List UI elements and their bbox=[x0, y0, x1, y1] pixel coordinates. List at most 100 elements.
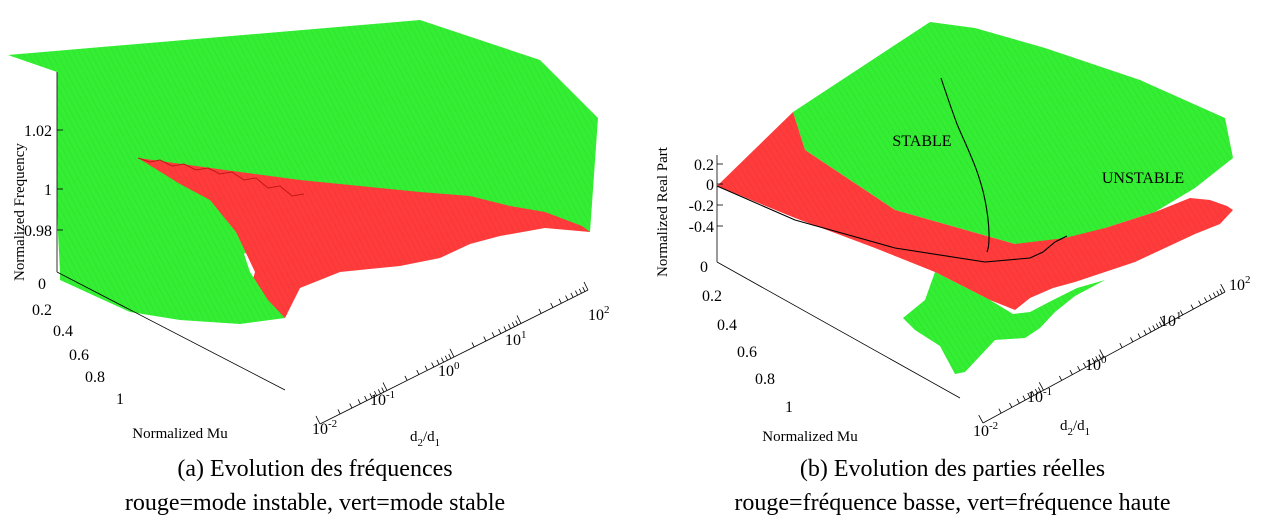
ratio-minor-tick bbox=[1212, 292, 1216, 298]
mu-tick-label: 0.2 bbox=[702, 288, 722, 305]
z-tick-label: 0 bbox=[706, 177, 714, 194]
ratio-minor-tick bbox=[349, 403, 353, 409]
chart-panel-a: 1.02 1 0.98 Normalized Frequency 0 0.2 0… bbox=[0, 0, 630, 529]
ratio-minor-tick bbox=[1083, 362, 1087, 368]
z-tick-label: -0.2 bbox=[689, 198, 714, 215]
z-axis-label-b: Normalized Real Part bbox=[655, 146, 671, 277]
z-tick-label: 0.2 bbox=[694, 157, 714, 174]
ratio-tick-label: 102 bbox=[588, 304, 610, 324]
stability-boundary-curve bbox=[716, 185, 1068, 263]
ratio-minor-tick bbox=[558, 298, 562, 304]
ratio-major-tick bbox=[315, 415, 321, 425]
ratio-minor-tick bbox=[578, 288, 582, 294]
ratio-minor-tick bbox=[503, 326, 507, 332]
caption-b-line1: (b) Evolution des parties réelles bbox=[799, 456, 1106, 482]
ratio-tick-label: 10-2 bbox=[973, 420, 998, 440]
ratio-major-tick bbox=[1159, 316, 1165, 325]
ratio-minor-tick bbox=[1095, 356, 1099, 361]
ratio-minor-tick bbox=[374, 391, 377, 396]
ratio-minor-tick bbox=[550, 302, 554, 308]
ratio-minor-tick bbox=[404, 375, 408, 381]
ratio-minor-tick bbox=[1009, 402, 1013, 408]
ratio-minor-tick bbox=[364, 395, 368, 401]
ratio-minor-tick bbox=[431, 362, 435, 368]
z-tick-label: 0.98 bbox=[24, 223, 52, 240]
ratio-tick-label: 100 bbox=[438, 360, 460, 380]
mu-tick-label: 0.6 bbox=[737, 344, 757, 361]
ratio-minor-tick bbox=[1152, 325, 1156, 331]
z-ticks-a: 1.02 1 0.98 bbox=[24, 123, 63, 240]
ratio-minor-tick bbox=[1158, 321, 1163, 327]
ratio-minor-tick bbox=[1087, 360, 1091, 365]
ratio-minor-tick bbox=[1119, 343, 1123, 348]
ratio-minor-tick bbox=[441, 357, 444, 363]
caption-b-line2: rouge=fréquence basse, vert=fréquence ha… bbox=[734, 490, 1171, 516]
ratio-minor-tick bbox=[1069, 370, 1073, 375]
ratio-minor-tick bbox=[448, 353, 452, 359]
mu-tick-label: 0.4 bbox=[717, 317, 737, 334]
ratio-minor-tick bbox=[1143, 330, 1147, 335]
ratio-minor-tick bbox=[1130, 337, 1134, 343]
z-axis-label-a: Normalized Frequency bbox=[12, 143, 28, 281]
ratio-minor-tick bbox=[1091, 357, 1095, 363]
mu-tick-label: 0.8 bbox=[755, 371, 775, 388]
ratio-minor-tick bbox=[1190, 304, 1194, 310]
ratio-minor-tick bbox=[1208, 294, 1212, 300]
ratio-minor-tick bbox=[1148, 327, 1152, 333]
ratio-minor-tick bbox=[1179, 310, 1184, 316]
ratio-minor-tick bbox=[337, 409, 341, 415]
ratio-minor-tick bbox=[1155, 323, 1159, 329]
ratio-minor-tick bbox=[483, 336, 487, 342]
ratio-minor-tick bbox=[444, 355, 448, 361]
ratio-tick-label: 102 bbox=[1229, 274, 1251, 294]
ratio-minor-tick bbox=[1077, 365, 1081, 371]
ratio-tick-label: 101 bbox=[1160, 310, 1182, 330]
mu-tick-label: 0 bbox=[700, 259, 708, 276]
ratio-minor-tick bbox=[1216, 290, 1220, 296]
ratio-tick-label: 10-1 bbox=[1027, 386, 1052, 406]
ratio-minor-tick bbox=[511, 322, 515, 327]
surface-plot-b: STABLE UNSTABLE 0.2 0 -0.2 -0.4 Normaliz… bbox=[655, 22, 1251, 445]
mu-tick-label: 0.2 bbox=[32, 302, 52, 319]
ratio-major-tick bbox=[449, 348, 455, 358]
mu-axis-label-a: Normalized Mu bbox=[132, 426, 228, 442]
ratio-minor-tick bbox=[1219, 288, 1223, 294]
ratio-minor-tick bbox=[998, 408, 1002, 414]
ratio-minor-tick bbox=[508, 324, 511, 329]
ratio-minor-tick bbox=[498, 328, 502, 334]
chart-panel-b: STABLE UNSTABLE 0.2 0 -0.2 -0.4 Normaliz… bbox=[635, 0, 1270, 529]
mu-axis-label-b: Normalized Mu bbox=[762, 429, 858, 445]
ratio-major-tick bbox=[583, 281, 589, 291]
ratio-minor-ticks-a bbox=[315, 281, 589, 425]
z-ticks-b: 0.2 0 -0.2 -0.4 bbox=[689, 157, 723, 236]
ratio-tick-labels-b: 10-2 10-1 100 101 102 bbox=[973, 274, 1251, 440]
ratio-minor-tick bbox=[416, 369, 420, 375]
mu-tick-label: 0 bbox=[38, 276, 46, 293]
ratio-tick-label: 101 bbox=[505, 329, 527, 349]
ratio-minor-tick bbox=[369, 393, 373, 399]
mu-tick-label: 1 bbox=[116, 391, 124, 408]
z-tick-label: 1 bbox=[44, 182, 52, 199]
ratio-minor-tick bbox=[1034, 388, 1038, 394]
ratio-axis-label-b: d2/d1 bbox=[1060, 418, 1090, 438]
mu-tick-label: 0.8 bbox=[85, 369, 105, 386]
ratio-minor-tick bbox=[1031, 390, 1035, 396]
ratio-minor-tick bbox=[1058, 375, 1063, 381]
ratio-minor-tick bbox=[570, 292, 574, 298]
ratio-minor-tick bbox=[582, 286, 586, 292]
ratio-minor-tick bbox=[471, 342, 475, 348]
ratio-major-tick bbox=[1038, 382, 1044, 391]
ratio-minor-tick bbox=[491, 332, 495, 338]
mu-axis-a bbox=[56, 271, 286, 391]
ratio-minor-tick bbox=[1027, 392, 1031, 398]
ratio-minor-tick bbox=[1037, 387, 1042, 392]
ratio-minor-tick bbox=[1022, 395, 1026, 401]
ratio-minor-tick bbox=[565, 295, 569, 301]
caption-a-line2: rouge=mode instable, vert=mode stable bbox=[124, 490, 506, 516]
ratio-minor-tick bbox=[1098, 354, 1102, 360]
caption-a-line1: (a) Evolution des fréquences bbox=[177, 456, 453, 482]
ratio-minor-tick bbox=[575, 290, 578, 296]
ratio-minor-tick bbox=[424, 365, 428, 371]
ratio-minor-tick bbox=[377, 389, 381, 394]
ratio-major-tick bbox=[1099, 349, 1105, 358]
